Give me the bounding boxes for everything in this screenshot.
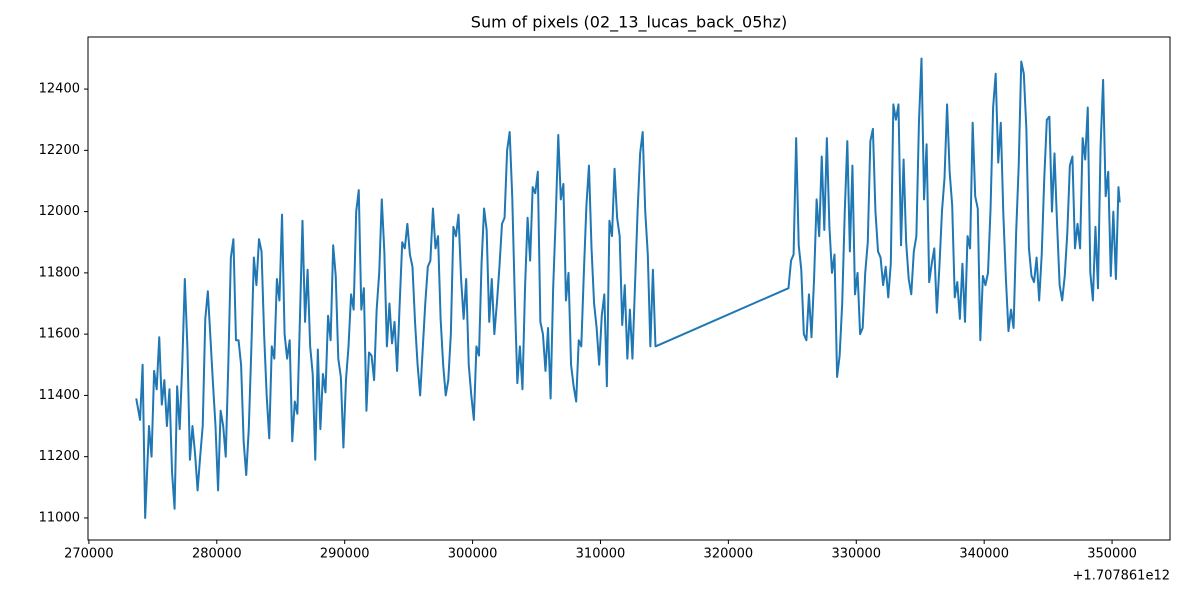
x-tick-label: 270000 <box>64 547 114 562</box>
y-tick-label: 11800 <box>39 265 80 280</box>
y-tick-label: 12000 <box>39 204 80 219</box>
data-line <box>135 57 1121 519</box>
x-tick-label: 310000 <box>576 547 626 562</box>
chart-title: Sum of pixels (02_13_lucas_back_05hz) <box>471 13 787 33</box>
x-tick-label: 350000 <box>1087 547 1137 562</box>
x-tick-label: 330000 <box>831 547 881 562</box>
y-tick-label: 11200 <box>39 449 80 464</box>
y-tick-label: 11600 <box>39 327 80 342</box>
x-tick-label: 290000 <box>320 547 370 562</box>
x-tick-label: 300000 <box>448 547 498 562</box>
y-tick-label: 12400 <box>39 82 80 97</box>
y-tick-label: 11400 <box>39 388 80 403</box>
plot-frame <box>87 36 1171 541</box>
y-tick-label: 12200 <box>39 143 80 158</box>
x-tick-label: 280000 <box>192 547 242 562</box>
y-tick-label: 11000 <box>39 510 80 525</box>
offset-label: +1.707861e12 <box>1073 569 1170 584</box>
x-tick-label: 320000 <box>704 547 754 562</box>
x-tick-label: 340000 <box>959 547 1009 562</box>
